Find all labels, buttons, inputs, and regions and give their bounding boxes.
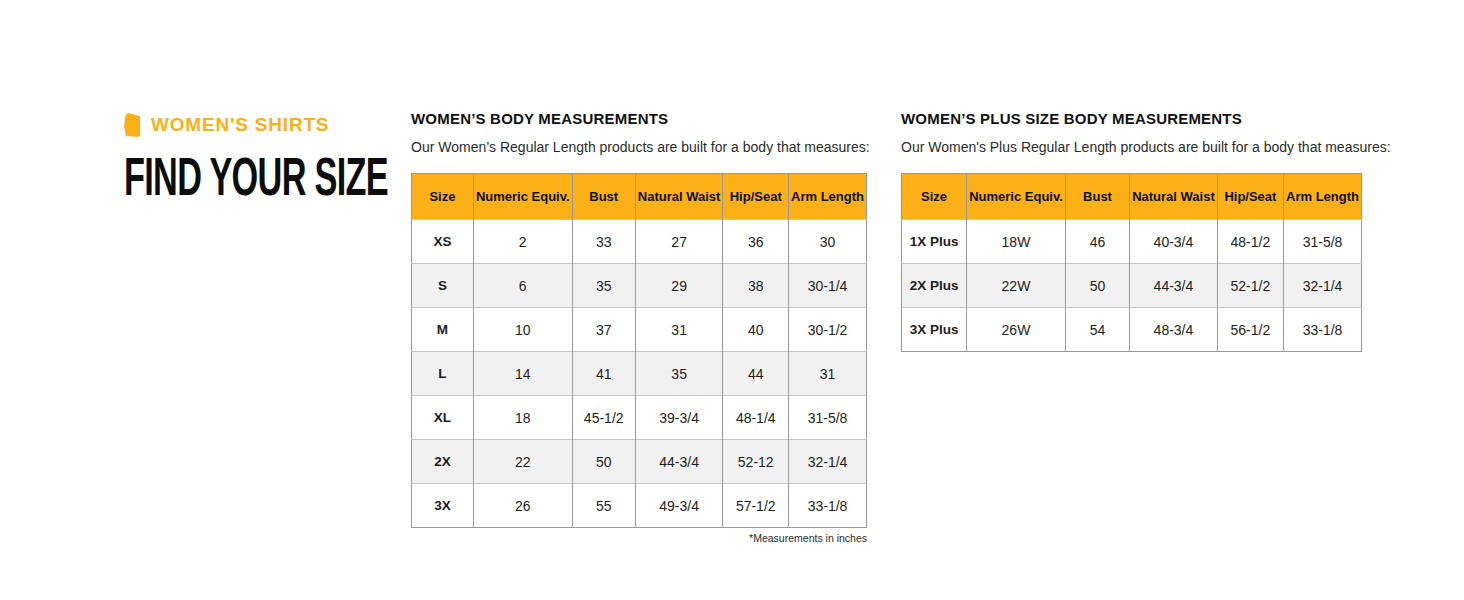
table-cell: 31-5/8 (1284, 220, 1362, 264)
table-cell: 31-5/8 (789, 396, 867, 440)
table-cell: 22W (967, 264, 1066, 308)
table-cell: 52-12 (723, 440, 789, 484)
table-cell: 10 (473, 308, 572, 352)
table-cell: 37 (572, 308, 635, 352)
table-cell: 18 (473, 396, 572, 440)
column-header: Arm Length (789, 174, 867, 220)
table-cell: 46 (1065, 220, 1129, 264)
table-row: 2X Plus22W5044-3/452-1/232-1/4 (902, 264, 1362, 308)
table-cell: 33-1/8 (789, 484, 867, 528)
table-row: 2X225044-3/452-1232-1/4 (412, 440, 867, 484)
table-cell: 2X Plus (902, 264, 967, 308)
column-header: Arm Length (1284, 174, 1362, 220)
column-header: Size (412, 174, 474, 220)
column-header: Numeric Equiv. (967, 174, 1066, 220)
category-label: WOMEN'S SHIRTS (151, 114, 329, 136)
brand-block: WOMEN'S SHIRTS FIND YOUR SIZE (124, 112, 394, 202)
table-cell: 49-3/4 (635, 484, 723, 528)
table-cell: 48-1/2 (1217, 220, 1283, 264)
plus-section-subheading: Our Women's Plus Regular Length products… (901, 139, 1362, 156)
table-cell: 6 (473, 264, 572, 308)
category-row: WOMEN'S SHIRTS (124, 112, 394, 138)
regular-measurements-table: SizeNumeric Equiv.BustNatural WaistHip/S… (411, 173, 867, 528)
table-cell: S (412, 264, 474, 308)
table-cell: XL (412, 396, 474, 440)
table-cell: 30-1/4 (789, 264, 867, 308)
table-cell: 56-1/2 (1217, 308, 1283, 352)
plus-measurements-section: WOMEN’S PLUS SIZE BODY MEASUREMENTS Our … (901, 110, 1362, 352)
table-cell: 55 (572, 484, 635, 528)
table-cell: 27 (635, 220, 723, 264)
table-cell: 22 (473, 440, 572, 484)
table-cell: M (412, 308, 474, 352)
table-cell: 26 (473, 484, 572, 528)
table-cell: 29 (635, 264, 723, 308)
table-cell: 35 (635, 352, 723, 396)
table-cell: 18W (967, 220, 1066, 264)
table-cell: 14 (473, 352, 572, 396)
table-cell: 33 (572, 220, 635, 264)
table-cell: 32-1/4 (789, 440, 867, 484)
table-row: XL1845-1/239-3/448-1/431-5/8 (412, 396, 867, 440)
table-cell: 38 (723, 264, 789, 308)
table-row: M1037314030-1/2 (412, 308, 867, 352)
table-row: 3X Plus26W5448-3/456-1/233-1/8 (902, 308, 1362, 352)
table-cell: 36 (723, 220, 789, 264)
regular-section-subheading: Our Women’s Regular Length products are … (411, 139, 867, 156)
table-cell: 31 (635, 308, 723, 352)
table-cell: 2X (412, 440, 474, 484)
table-cell: 54 (1065, 308, 1129, 352)
measurements-footnote: *Measurements in inches (411, 532, 867, 544)
table-cell: 26W (967, 308, 1066, 352)
table-row: 1X Plus18W4640-3/448-1/231-5/8 (902, 220, 1362, 264)
column-header: Size (902, 174, 967, 220)
table-cell: 33-1/8 (1284, 308, 1362, 352)
table-cell: 30 (789, 220, 867, 264)
table-cell: 40 (723, 308, 789, 352)
table-cell: 1X Plus (902, 220, 967, 264)
table-cell: 52-1/2 (1217, 264, 1283, 308)
table-cell: 35 (572, 264, 635, 308)
table-cell: 44 (723, 352, 789, 396)
column-header: Hip/Seat (1217, 174, 1283, 220)
table-cell: 50 (572, 440, 635, 484)
table-cell: 39-3/4 (635, 396, 723, 440)
regular-measurements-section: WOMEN’S BODY MEASUREMENTS Our Women’s Re… (411, 110, 867, 544)
table-cell: 2 (473, 220, 572, 264)
table-cell: 44-3/4 (1130, 264, 1218, 308)
plus-section-heading: WOMEN’S PLUS SIZE BODY MEASUREMENTS (901, 110, 1362, 127)
table-cell: 40-3/4 (1130, 220, 1218, 264)
table-cell: 41 (572, 352, 635, 396)
table-cell: 31 (789, 352, 867, 396)
table-cell: 50 (1065, 264, 1129, 308)
column-header: Natural Waist (1130, 174, 1218, 220)
table-row: S635293830-1/4 (412, 264, 867, 308)
column-header: Bust (572, 174, 635, 220)
table-row: 3X265549-3/457-1/233-1/8 (412, 484, 867, 528)
column-header: Numeric Equiv. (473, 174, 572, 220)
table-cell: XS (412, 220, 474, 264)
table-cell: L (412, 352, 474, 396)
table-cell: 45-1/2 (572, 396, 635, 440)
table-cell: 48-3/4 (1130, 308, 1218, 352)
table-cell: 3X Plus (902, 308, 967, 352)
plus-measurements-table: SizeNumeric Equiv.BustNatural WaistHip/S… (901, 173, 1362, 352)
column-header: Natural Waist (635, 174, 723, 220)
table-cell: 32-1/4 (1284, 264, 1362, 308)
table-cell: 30-1/2 (789, 308, 867, 352)
table-cell: 57-1/2 (723, 484, 789, 528)
table-cell: 48-1/4 (723, 396, 789, 440)
page-title: FIND YOUR SIZE (124, 146, 313, 206)
table-header-row: SizeNumeric Equiv.BustNatural WaistHip/S… (412, 174, 867, 220)
column-header: Hip/Seat (723, 174, 789, 220)
size-guide-page: WOMEN'S SHIRTS FIND YOUR SIZE WOMEN’S BO… (0, 0, 1464, 600)
table-row: XS233273630 (412, 220, 867, 264)
regular-section-heading: WOMEN’S BODY MEASUREMENTS (411, 110, 867, 127)
table-row: L1441354431 (412, 352, 867, 396)
table-cell: 44-3/4 (635, 440, 723, 484)
table-cell: 3X (412, 484, 474, 528)
column-header: Bust (1065, 174, 1129, 220)
table-header-row: SizeNumeric Equiv.BustNatural WaistHip/S… (902, 174, 1362, 220)
bookmark-icon (124, 113, 140, 137)
